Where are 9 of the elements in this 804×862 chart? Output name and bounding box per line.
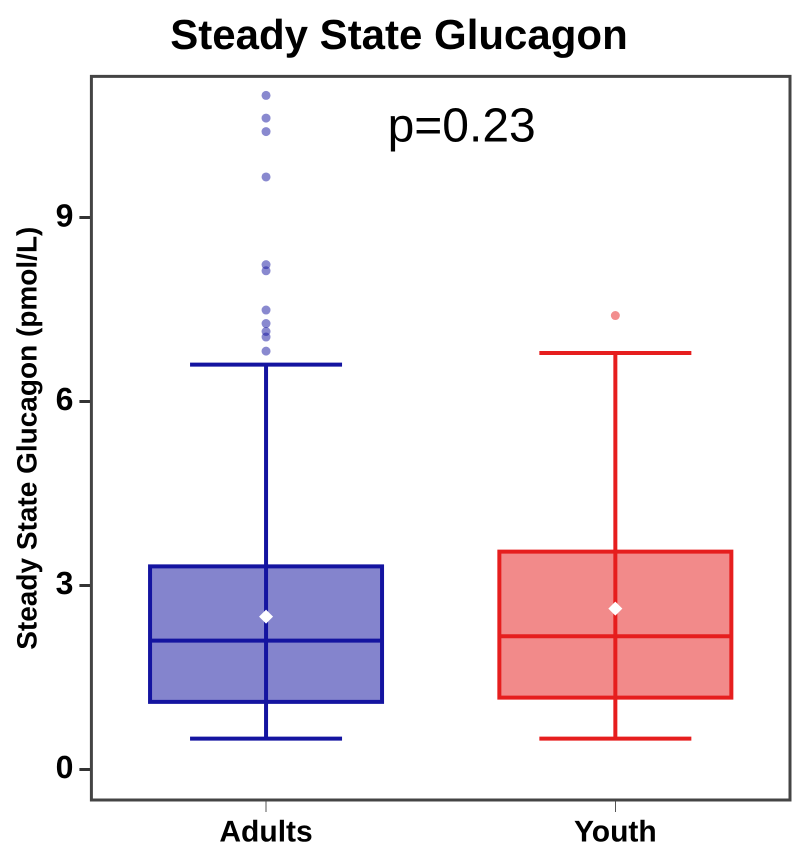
y-tick-label: 0 — [56, 749, 74, 786]
y-tick-label: 9 — [56, 197, 74, 234]
y-axis-title: Steady State Glucagon (pmol/L) — [12, 226, 43, 650]
x-tick-label: Adults — [219, 815, 313, 848]
chart-title: Steady State Glucagon — [170, 10, 628, 58]
y-tick-label: 6 — [56, 381, 74, 418]
x-tick-label: Youth — [574, 815, 657, 848]
annotation: p=0.23 — [388, 100, 536, 153]
y-tick-label: 3 — [56, 565, 74, 602]
